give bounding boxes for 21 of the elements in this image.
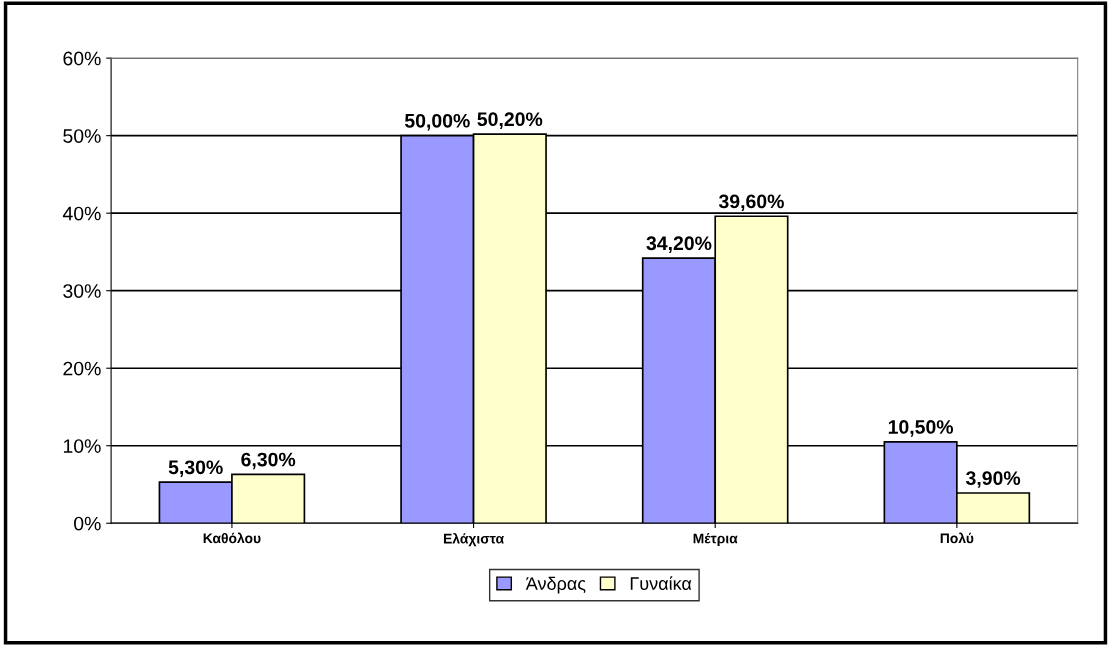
x-tick-label: Μέτρια [693, 532, 738, 547]
data-label: 10,50% [888, 420, 954, 437]
y-tick-label: 0% [74, 516, 101, 531]
data-label: 34,20% [646, 236, 712, 253]
data-label: 6,30% [241, 452, 296, 470]
legend-label: Γυναίκα [630, 576, 692, 590]
data-label: 5,30% [168, 460, 223, 477]
y-tick-label: 10% [63, 439, 101, 453]
data-label: 39,60% [718, 194, 784, 212]
y-tick-label: 20% [63, 361, 101, 376]
data-label: 50,20% [477, 112, 543, 129]
x-tick-label: Ελάχιστα [443, 532, 504, 547]
legend-label: Άνδρας [525, 576, 586, 594]
y-tick-label: 40% [62, 206, 101, 221]
y-tick-label: 50% [63, 129, 101, 143]
y-tick-label: 60% [63, 51, 101, 66]
y-tick-label: 30% [63, 284, 101, 298]
x-tick-label: Πολύ [940, 532, 974, 544]
data-label: 50,00% [404, 113, 470, 131]
data-label: 3,90% [965, 471, 1021, 488]
x-tick-label: Καθόλου [203, 532, 261, 544]
